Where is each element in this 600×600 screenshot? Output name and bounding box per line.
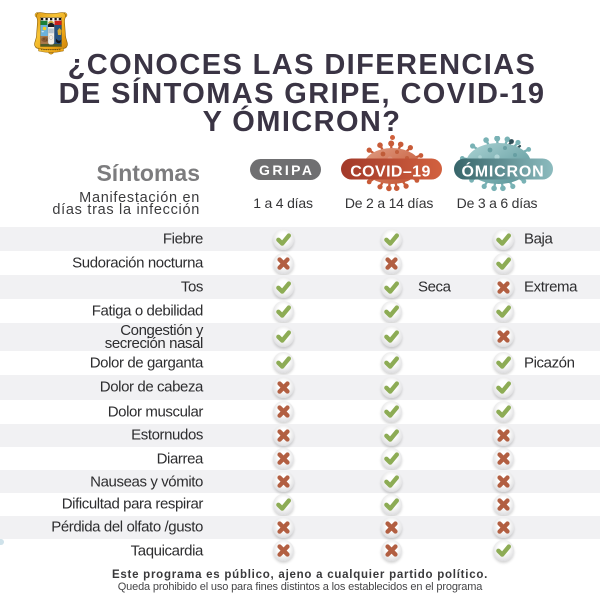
svg-text:ÓMICRON: ÓMICRON (462, 162, 545, 181)
svg-text:COVID–19: COVID–19 (350, 164, 431, 181)
